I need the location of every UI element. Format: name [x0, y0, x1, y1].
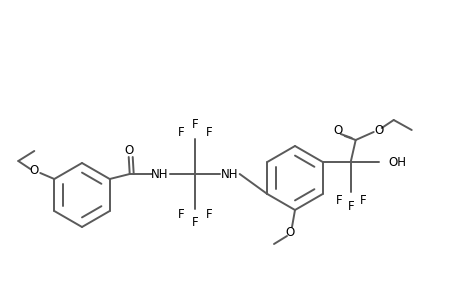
Text: O: O — [373, 124, 382, 136]
Text: F: F — [205, 127, 212, 140]
Text: F: F — [191, 217, 197, 230]
Text: OH: OH — [388, 155, 406, 169]
Text: F: F — [191, 118, 197, 131]
Text: O: O — [285, 226, 294, 238]
Text: F: F — [177, 208, 184, 221]
Text: F: F — [335, 194, 341, 206]
Text: O: O — [124, 143, 133, 157]
Text: NH: NH — [151, 167, 168, 181]
Text: F: F — [347, 200, 353, 214]
Text: F: F — [358, 194, 365, 206]
Text: O: O — [29, 164, 39, 178]
Text: O: O — [332, 124, 341, 136]
Text: F: F — [177, 127, 184, 140]
Text: NH: NH — [220, 167, 238, 181]
Text: F: F — [205, 208, 212, 221]
